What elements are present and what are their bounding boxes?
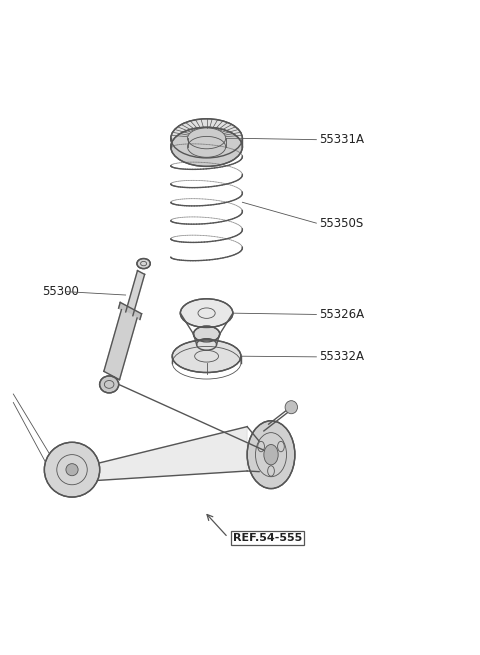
- Ellipse shape: [44, 442, 100, 497]
- Text: 55332A: 55332A: [319, 350, 364, 364]
- Ellipse shape: [172, 340, 241, 373]
- Ellipse shape: [264, 445, 278, 465]
- Polygon shape: [94, 426, 247, 481]
- Ellipse shape: [171, 119, 242, 158]
- Polygon shape: [104, 310, 137, 380]
- Ellipse shape: [197, 339, 216, 350]
- Text: 55350S: 55350S: [319, 217, 363, 230]
- Ellipse shape: [100, 376, 119, 393]
- Ellipse shape: [171, 127, 242, 166]
- Text: 55300: 55300: [42, 285, 79, 298]
- Text: 55331A: 55331A: [319, 133, 364, 146]
- Ellipse shape: [193, 326, 220, 342]
- Ellipse shape: [137, 259, 150, 269]
- Text: 55326A: 55326A: [319, 308, 364, 321]
- Ellipse shape: [247, 421, 295, 489]
- Polygon shape: [126, 271, 144, 316]
- Ellipse shape: [285, 401, 298, 414]
- Ellipse shape: [66, 464, 78, 476]
- Polygon shape: [119, 303, 142, 320]
- Ellipse shape: [180, 299, 233, 328]
- Text: REF.54-555: REF.54-555: [233, 533, 302, 542]
